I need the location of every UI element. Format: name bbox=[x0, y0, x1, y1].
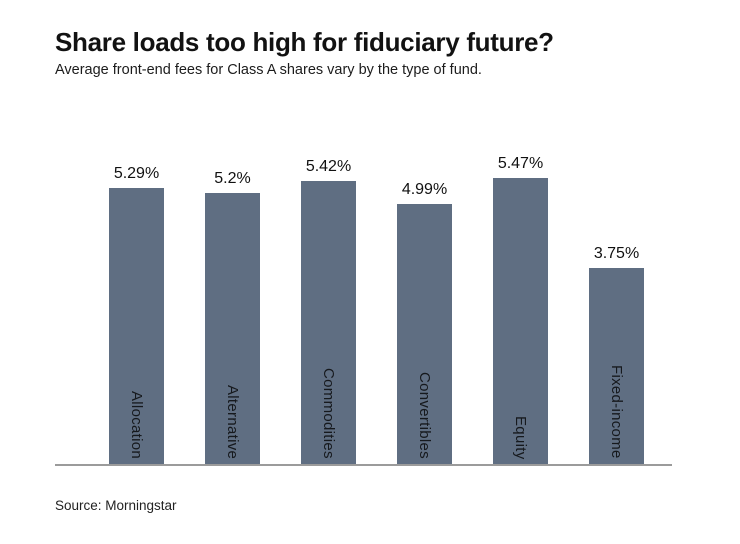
chart-subtitle: Average front-end fees for Class A share… bbox=[55, 62, 482, 78]
bar-slot: 3.75% Fixed-income bbox=[589, 245, 644, 464]
bar-category-label: Fixed-income bbox=[608, 365, 625, 459]
bar: Fixed-income bbox=[589, 268, 644, 464]
bar: Commodities bbox=[301, 181, 356, 464]
bar-slot: 5.47% Equity bbox=[493, 155, 548, 464]
bar-category-label: Convertibles bbox=[416, 372, 433, 459]
bars-container: 5.29% Allocation 5.2% Alternative 5.42% Commo… bbox=[55, 130, 672, 464]
bar: Convertibles bbox=[397, 204, 452, 464]
bar-slot: 5.29% Allocation bbox=[109, 165, 164, 464]
source-note: Source: Morningstar bbox=[55, 498, 177, 513]
bar-slot: 5.42% Commodities bbox=[301, 158, 356, 464]
bar-category-label: Alternative bbox=[224, 384, 241, 459]
bar: Alternative bbox=[205, 193, 260, 464]
bar-category-label: Equity bbox=[512, 415, 529, 460]
bar-value-label: 3.75% bbox=[593, 245, 640, 262]
bar-slot: 5.2% Alternative bbox=[205, 170, 260, 464]
bar: Equity bbox=[493, 178, 548, 464]
bar-chart: 5.29% Allocation 5.2% Alternative 5.42% Commo… bbox=[55, 130, 672, 466]
bar-value-label: 5.29% bbox=[113, 165, 160, 182]
bar-category-label: Allocation bbox=[128, 390, 145, 459]
bar-value-label: 5.2% bbox=[214, 170, 251, 187]
bar-slot: 4.99% Convertibles bbox=[397, 181, 452, 464]
bar-value-label: 4.99% bbox=[401, 181, 448, 198]
bar-category-label: Commodities bbox=[320, 368, 337, 459]
bar-value-label: 5.42% bbox=[305, 158, 352, 175]
bar: Allocation bbox=[109, 188, 164, 464]
chart-title: Share loads too high for fiduciary futur… bbox=[55, 27, 554, 57]
bar-value-label: 5.47% bbox=[497, 155, 544, 172]
